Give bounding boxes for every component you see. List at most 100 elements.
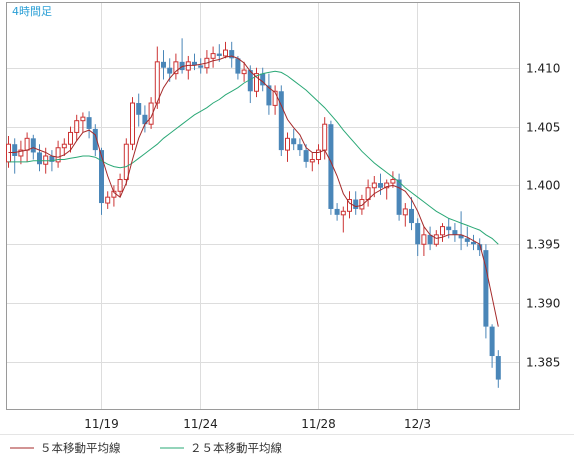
y-tick-label: 1.405: [526, 121, 560, 135]
candle: [204, 50, 210, 74]
x-tick-label: 11/19: [84, 417, 119, 431]
y-tick-label: 1.400: [526, 179, 560, 193]
candle: [74, 114, 80, 141]
candle: [415, 218, 421, 257]
candle-body: [353, 199, 359, 209]
candle-body: [440, 226, 445, 236]
candle: [30, 134, 36, 160]
candle-body: [55, 147, 61, 163]
candle: [260, 67, 266, 92]
candle-body: [402, 208, 408, 216]
candle-body: [161, 61, 166, 68]
candle-body: [37, 152, 42, 165]
candle-body: [92, 128, 98, 151]
candle: [117, 173, 123, 198]
candle-body: [340, 210, 346, 216]
candle: [55, 140, 61, 168]
candle: [347, 191, 352, 219]
chart-title: 4時間足: [12, 5, 52, 18]
candle-body: [452, 230, 458, 235]
candle-body: [278, 91, 284, 151]
candle: [192, 53, 197, 71]
y-tick-label: 1.395: [526, 238, 560, 252]
candle-body: [99, 150, 104, 204]
candle-body: [61, 143, 67, 149]
candle: [123, 138, 129, 186]
candles-layer: [6, 38, 501, 388]
candle: [179, 38, 185, 74]
candle-body: [24, 137, 30, 151]
candle-body: [198, 65, 204, 68]
candle: [254, 67, 259, 98]
candle-body: [216, 53, 222, 56]
candle-body: [446, 226, 452, 231]
candle-body: [328, 124, 334, 209]
candle: [452, 223, 458, 242]
candle-body: [378, 183, 383, 188]
y-tick-label: 1.385: [526, 356, 560, 370]
candle-body: [18, 149, 24, 157]
candle: [229, 41, 235, 68]
candle-body: [254, 73, 259, 92]
candle: [198, 58, 204, 74]
candle: [365, 179, 371, 207]
candle-body: [117, 179, 123, 192]
candle-body: [74, 120, 80, 133]
candle-body: [396, 179, 402, 215]
grid-layer: [7, 3, 519, 409]
candle: [402, 203, 408, 227]
candle-body: [241, 69, 247, 75]
candle: [86, 111, 92, 139]
candle-body: [409, 208, 414, 224]
candle: [340, 206, 346, 233]
candle: [136, 93, 142, 127]
candle-body: [30, 138, 36, 153]
candle: [297, 138, 303, 156]
candle: [384, 179, 390, 200]
candle-body: [179, 61, 185, 71]
candle-body: [427, 234, 433, 245]
candle: [471, 234, 476, 251]
candle: [309, 152, 315, 172]
candle-body: [316, 149, 321, 161]
candle-body: [384, 182, 390, 189]
candle-body: [80, 116, 86, 122]
candle-body: [49, 155, 55, 162]
candle: [241, 61, 247, 82]
candle: [328, 120, 334, 215]
candle-body: [105, 196, 111, 204]
legend-label-ma25: ２５本移動平均線: [190, 441, 282, 455]
candle-body: [371, 182, 377, 189]
candle-body: [148, 102, 154, 125]
candle: [216, 44, 222, 62]
candle: [272, 85, 278, 115]
candle: [266, 73, 272, 115]
y-tick-label: 1.410: [526, 62, 560, 76]
candle-body: [86, 117, 92, 129]
candle-body: [309, 159, 315, 163]
candle: [495, 350, 501, 388]
candle-body: [464, 238, 470, 242]
ma5-line: [8, 55, 499, 327]
candle: [24, 132, 30, 162]
candle-body: [167, 67, 173, 74]
candle-body: [173, 61, 179, 75]
candle-body: [415, 223, 421, 245]
candle: [409, 197, 414, 231]
candle-body: [433, 234, 439, 245]
candle-body: [235, 58, 241, 74]
candle-body: [130, 102, 135, 145]
candle-body: [12, 144, 18, 156]
candle: [92, 124, 98, 156]
candle: [6, 135, 11, 168]
x-tick-label: 11/28: [301, 417, 336, 431]
candle-body: [359, 199, 365, 210]
candle: [440, 223, 445, 242]
candle-body: [334, 208, 340, 215]
candle-body: [272, 90, 278, 106]
candle-body: [347, 199, 352, 212]
candle-body: [477, 244, 483, 251]
candle-body: [6, 143, 11, 163]
candle-body: [260, 73, 266, 86]
